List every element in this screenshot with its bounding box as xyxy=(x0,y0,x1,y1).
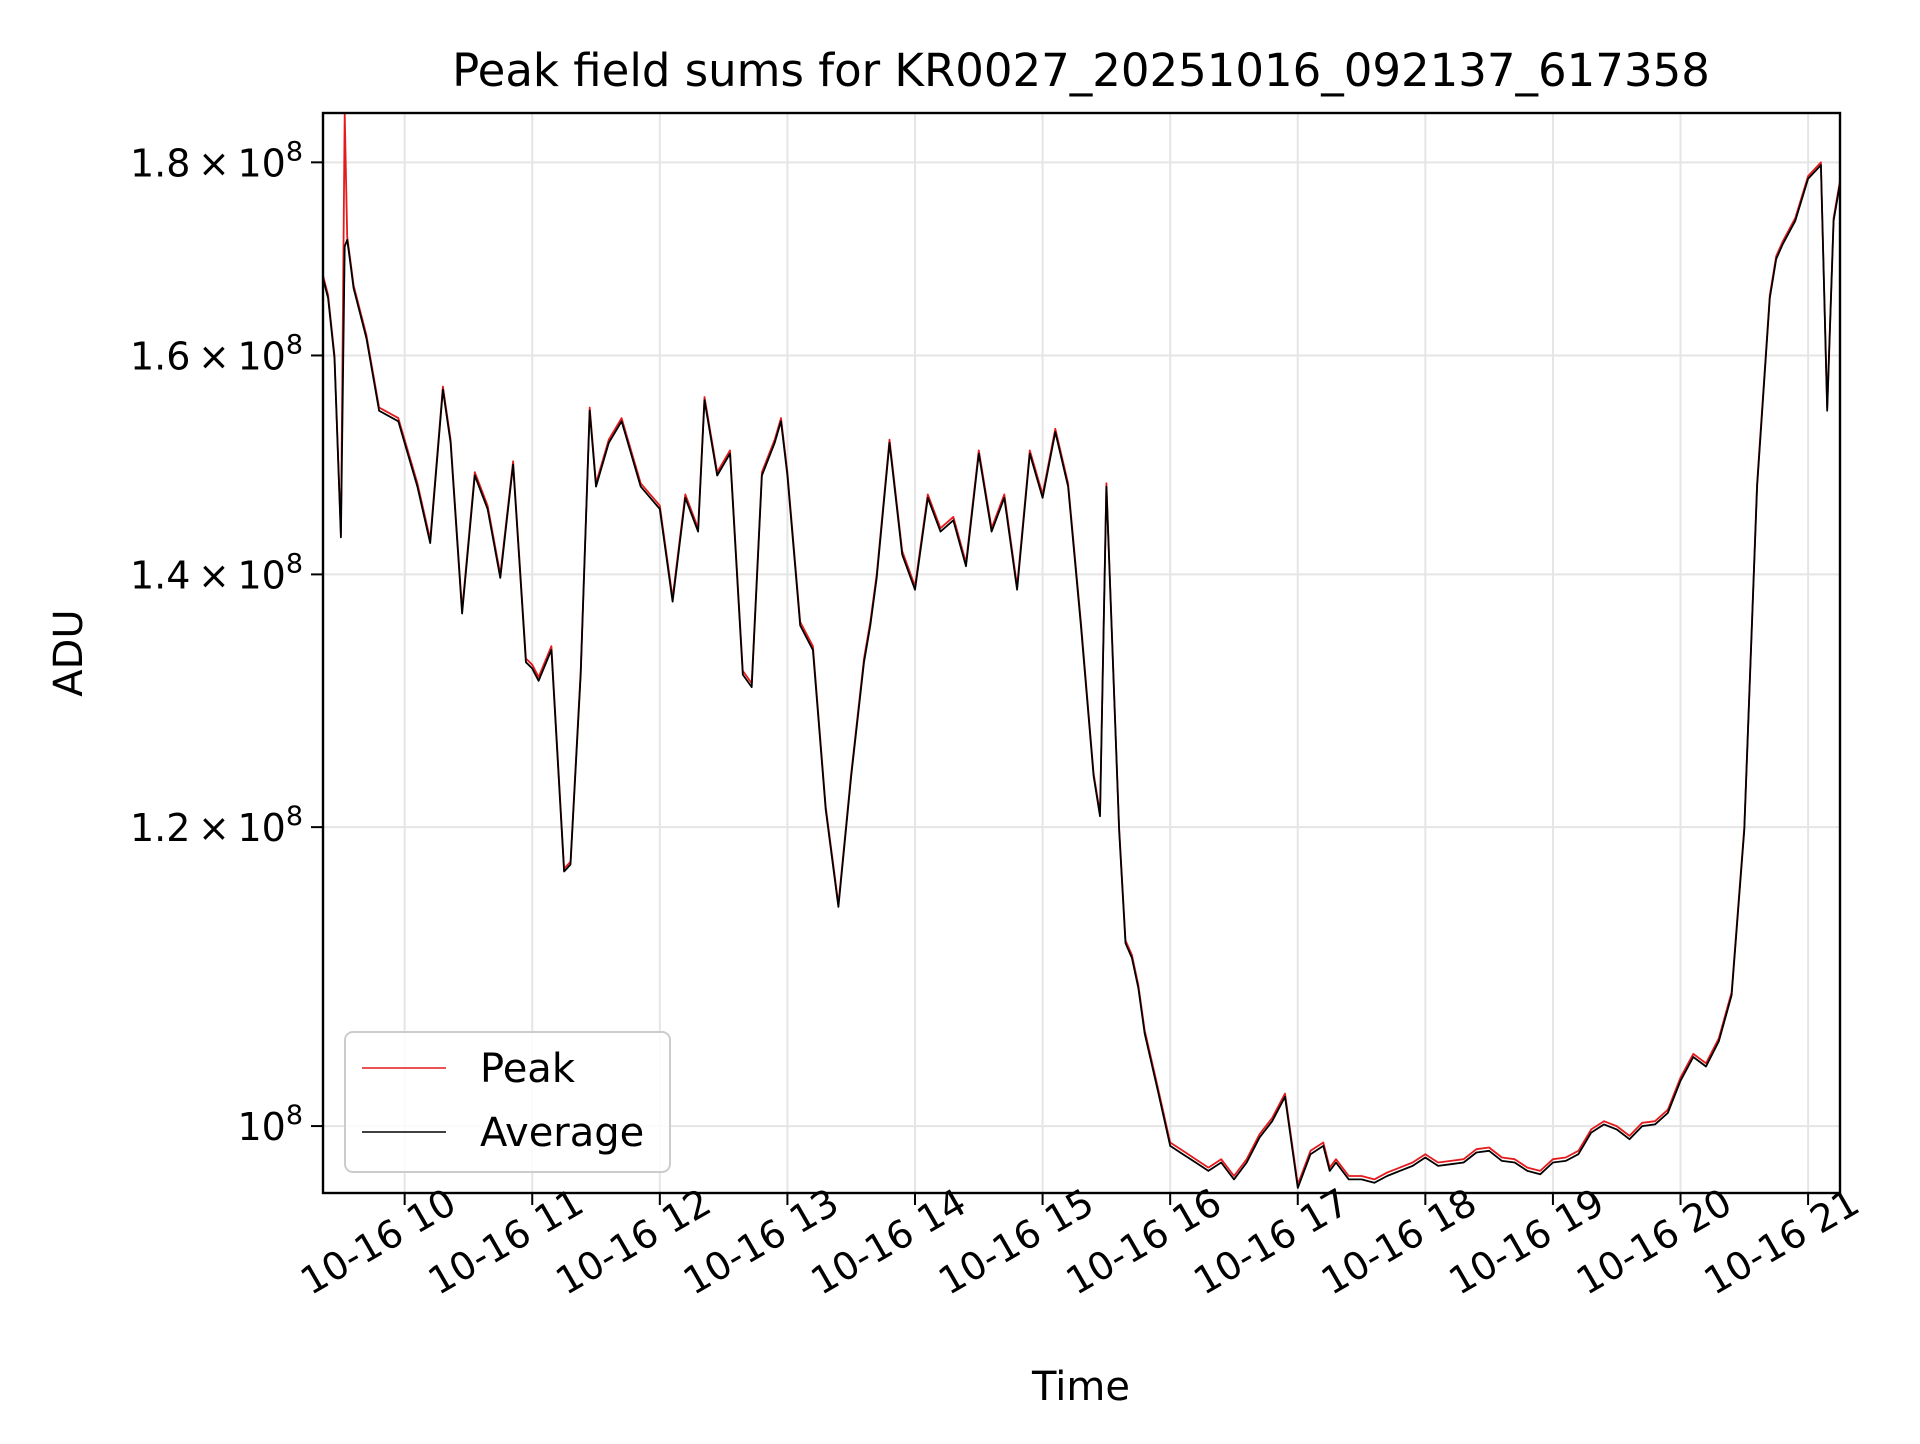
y-tick-label: 1.4 × 108 xyxy=(130,548,303,597)
y-axis-ticks: 108 1.2 × 108 1.4 × 108 1.6 × 108 1.8 × 108 xyxy=(130,136,323,1149)
x-axis-label: Time xyxy=(1031,1364,1130,1410)
legend-box xyxy=(344,1031,671,1173)
y-tick-label: 1.2 × 108 xyxy=(130,801,303,850)
y-axis-label: ADU xyxy=(46,609,92,696)
series-layer xyxy=(323,113,1840,1189)
series-average-line xyxy=(323,164,1840,1189)
y-tick-label: 108 xyxy=(237,1100,303,1149)
legend-peak-label: Peak xyxy=(480,1046,576,1092)
plot-frame xyxy=(321,111,1842,1195)
legend-average-label: Average xyxy=(480,1110,644,1156)
legend: Peak Average xyxy=(344,1031,671,1173)
y-tick-label: 1.8 × 108 xyxy=(130,136,303,185)
y-tick-label: 1.6 × 108 xyxy=(130,329,303,378)
grid-lines xyxy=(323,113,1840,1193)
chart-title: Peak field sums for KR0027_20251016_0921… xyxy=(452,44,1710,97)
